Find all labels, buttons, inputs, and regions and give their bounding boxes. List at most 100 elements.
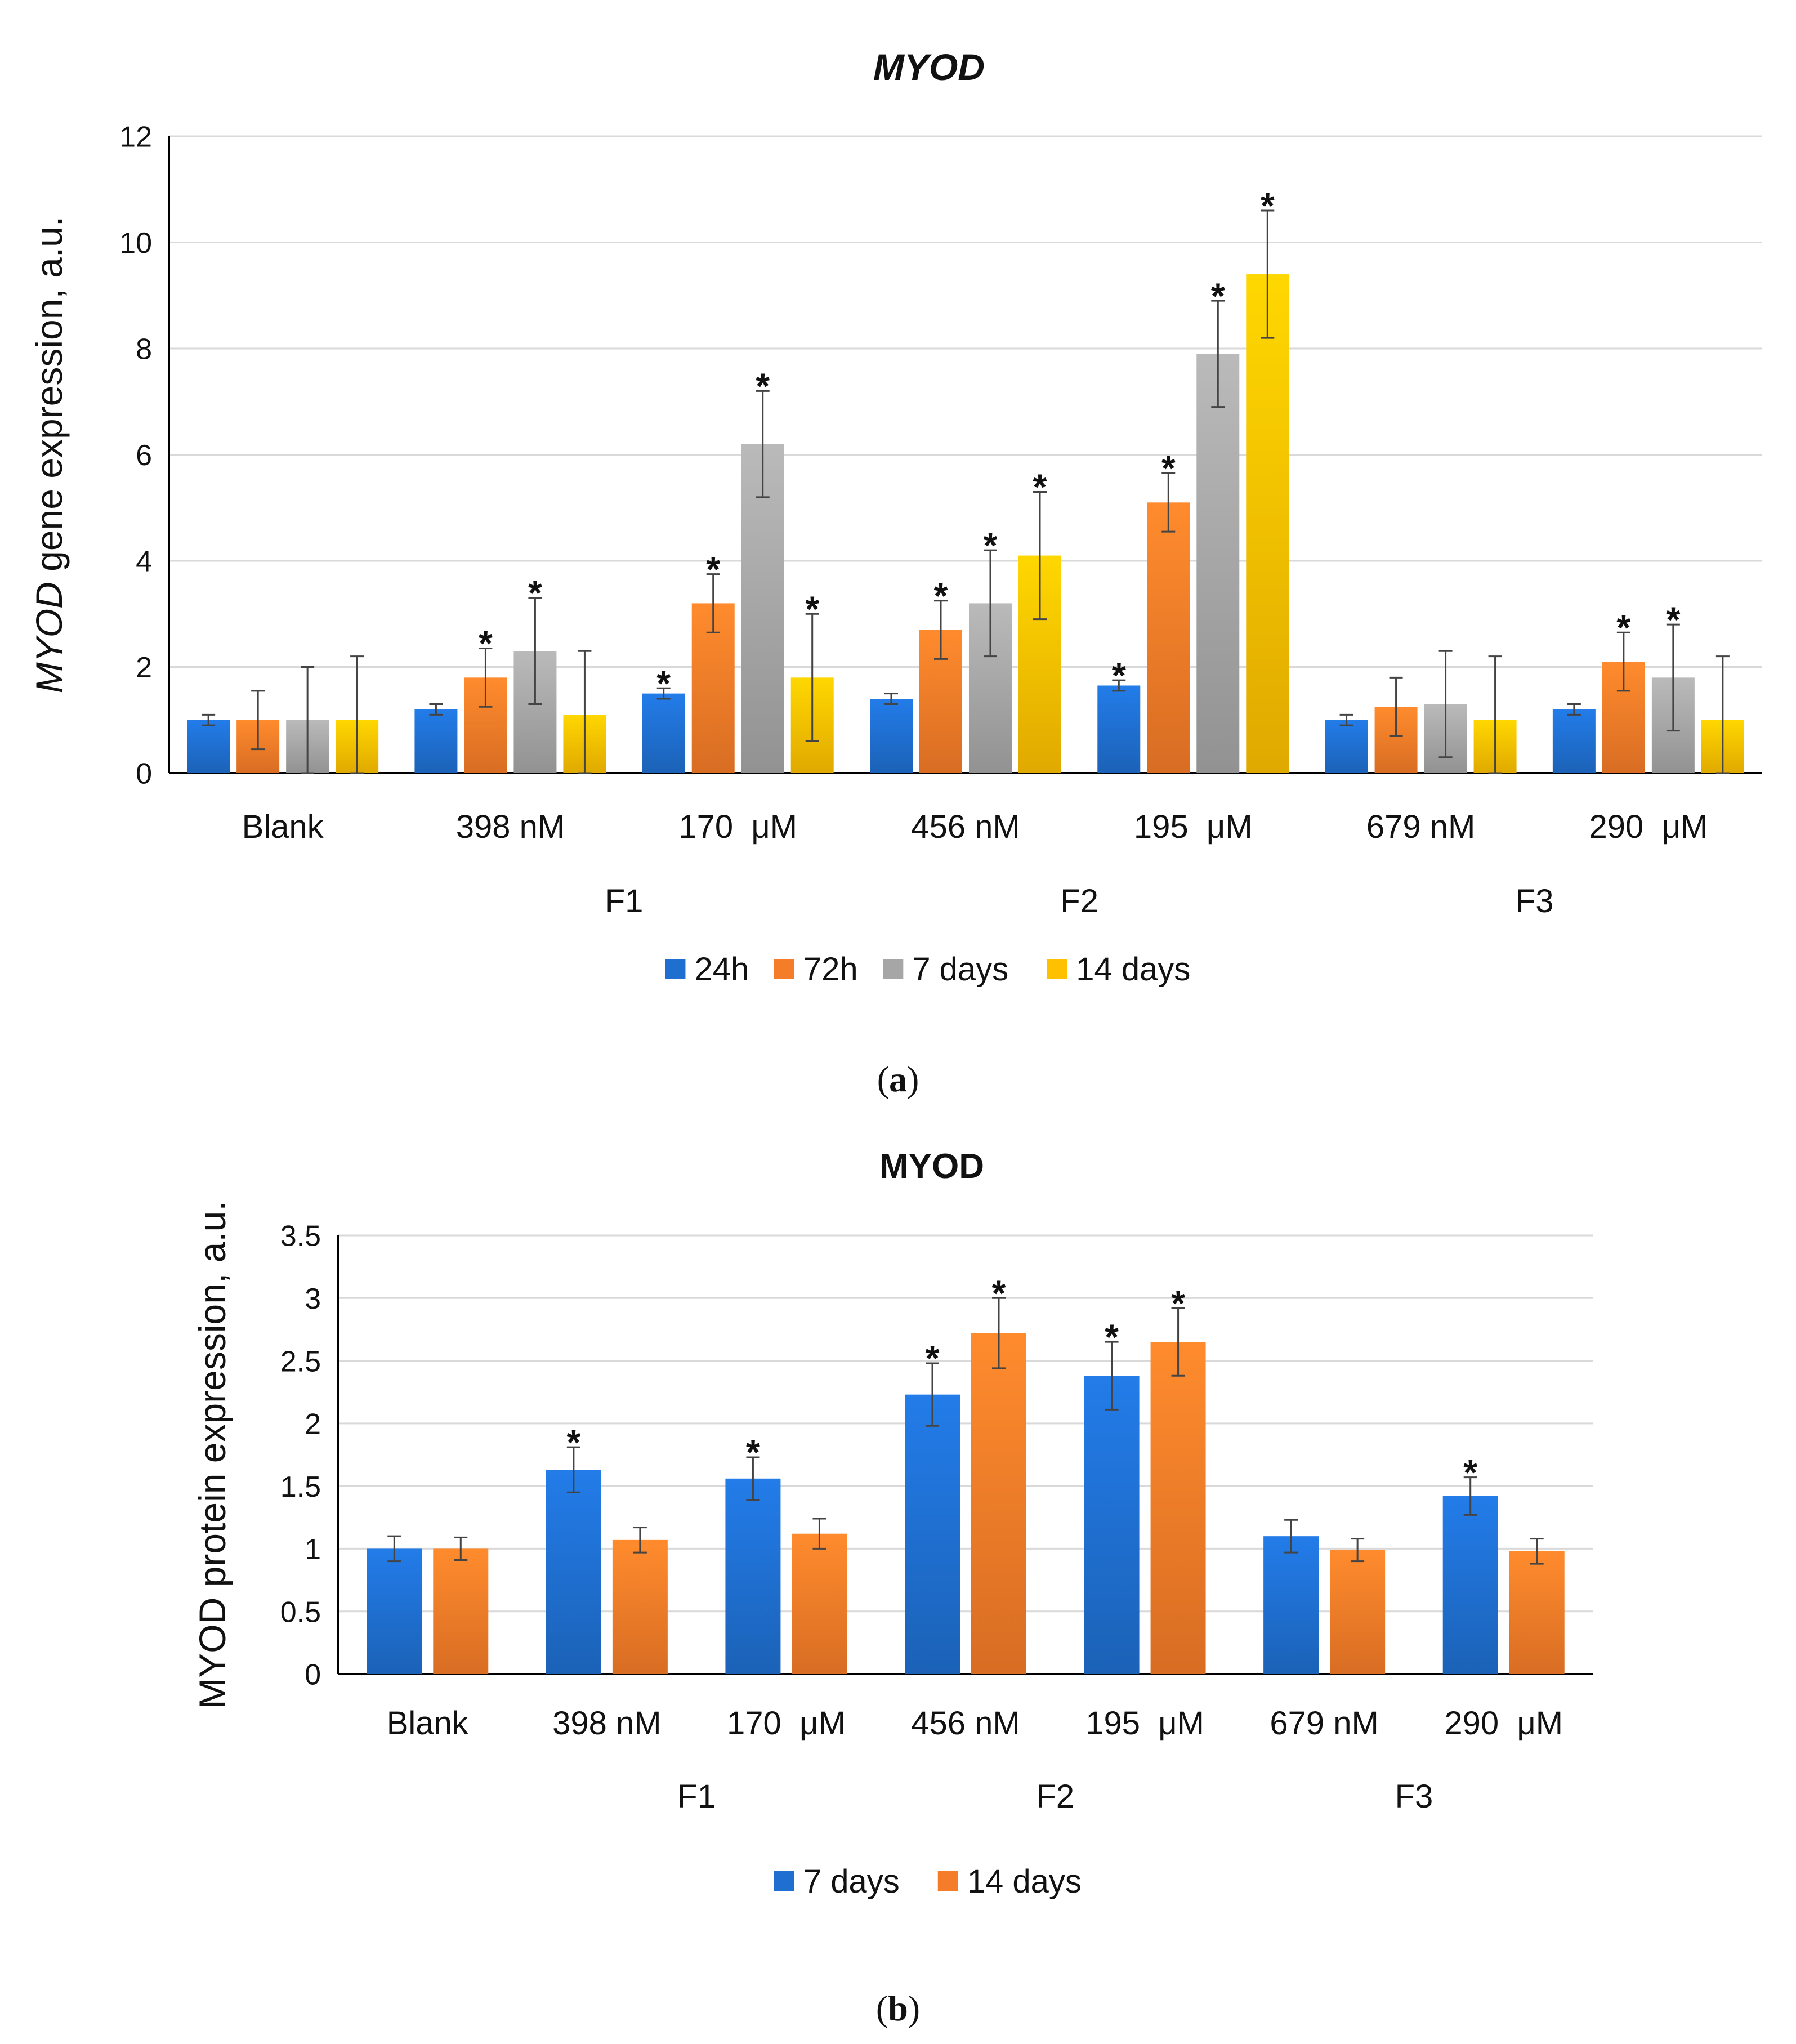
x-category-label: 679 nM: [1366, 809, 1475, 845]
significance-marker: *: [756, 366, 770, 407]
bar: [414, 709, 458, 773]
bar: [1552, 709, 1596, 773]
x-category-label: Blank: [242, 809, 324, 845]
x-category-label: 456 nM: [911, 809, 1020, 845]
bar: [905, 1394, 960, 1674]
significance-marker: *: [926, 1338, 940, 1378]
x-category-label: 290 μM: [1444, 1705, 1563, 1742]
y-tick-label: 2.5: [280, 1345, 321, 1378]
bar: [642, 693, 685, 773]
chart-a-svg: 0 2 4 6 8 10 12 Blank * * 398 nM * * * * 170 μM * * * 456 n…: [28, 46, 1762, 988]
legend-label: 14 days: [967, 1863, 1082, 1900]
significance-marker: *: [805, 588, 819, 629]
y-tick-label: 0: [305, 1659, 321, 1692]
x-category-label: 456 nM: [911, 1705, 1020, 1742]
bar: [1097, 685, 1141, 773]
x-category-label: Blank: [387, 1705, 469, 1742]
y-axis-label: MYOD gene expression, a.u.: [28, 216, 70, 693]
legend-swatch: [774, 1871, 794, 1891]
x-group-label: F2: [1060, 883, 1098, 920]
bar: [1442, 1496, 1498, 1674]
bar: [612, 1539, 668, 1674]
x-category-label: 170 μM: [727, 1705, 846, 1742]
bar: [1150, 1342, 1206, 1674]
significance-marker: *: [1161, 448, 1176, 489]
significance-marker: *: [1463, 1452, 1477, 1493]
bar: [792, 1533, 847, 1674]
bar: [741, 444, 784, 773]
legend-label: 24h: [694, 951, 749, 988]
bar: [1509, 1551, 1565, 1674]
significance-marker: *: [566, 1422, 580, 1462]
legend-label: 7 days: [912, 951, 1008, 988]
y-tick-label: 6: [136, 439, 152, 472]
x-group-label: F1: [605, 883, 644, 920]
bar: [1263, 1536, 1319, 1674]
y-tick-label: 0.5: [280, 1596, 321, 1628]
legend-swatch: [883, 959, 904, 979]
bar: [971, 1333, 1026, 1674]
y-tick-label: 3.5: [280, 1220, 321, 1253]
caption-b: (b): [875, 1988, 921, 2028]
y-tick-label: 8: [136, 333, 152, 366]
significance-marker: *: [984, 525, 998, 565]
significance-marker: *: [1171, 1283, 1185, 1323]
y-tick-label: 10: [119, 227, 152, 260]
chart-title: MYOD: [879, 1147, 984, 1186]
bar: [187, 720, 230, 773]
legend-swatch: [774, 959, 794, 979]
x-category-label: 170 μM: [678, 809, 797, 845]
y-axis-label-italic: MYOD: [28, 582, 70, 693]
significance-marker: *: [1666, 599, 1680, 640]
x-group-label: F3: [1516, 883, 1554, 920]
significance-marker: *: [1112, 655, 1126, 695]
chart-panel-a: 0 2 4 6 8 10 12 Blank * * 398 nM * * * * 170 μM * * * 456 n…: [28, 46, 1762, 988]
bar: [1084, 1376, 1140, 1674]
significance-marker: *: [1105, 1316, 1119, 1357]
x-category-label: 195 μM: [1134, 809, 1253, 845]
significance-marker: *: [479, 623, 493, 664]
y-tick-label: 12: [119, 121, 152, 154]
y-tick-label: 1.5: [280, 1471, 321, 1503]
bar: [1196, 354, 1240, 773]
bar: [1147, 502, 1190, 773]
significance-marker: *: [1261, 185, 1275, 226]
y-tick-label: 2: [305, 1408, 321, 1441]
y-axis-label: MYOD protein expression, a.u.: [191, 1200, 233, 1708]
bar: [1325, 720, 1368, 773]
x-group-label: F3: [1395, 1778, 1433, 1815]
significance-marker: *: [1033, 467, 1047, 507]
y-tick-label: 1: [305, 1533, 321, 1566]
legend-swatch: [665, 959, 686, 979]
y-tick-label: 0: [136, 758, 152, 791]
bar: [870, 699, 913, 773]
y-tick-label: 2: [136, 651, 152, 684]
chart-title: MYOD: [873, 46, 985, 88]
chart-panel-b: 0 0.5 1 1.5 2 2.5 3 3.5 Blank * 398 nM * 170 μM * * 456…: [0, 1104, 1796, 2044]
bar: [1246, 274, 1289, 773]
bar: [367, 1548, 422, 1674]
x-category-label: 398 nM: [552, 1705, 661, 1742]
x-category-label: 679 nM: [1270, 1705, 1378, 1742]
legend-swatch: [1047, 959, 1067, 979]
significance-marker: *: [528, 573, 542, 613]
bar: [725, 1478, 781, 1674]
significance-marker: *: [1211, 275, 1225, 316]
y-tick-label: 3: [305, 1283, 321, 1315]
x-group-label: F1: [677, 1778, 716, 1815]
bar: [546, 1470, 601, 1674]
significance-marker: *: [746, 1432, 760, 1472]
significance-marker: *: [656, 663, 671, 703]
x-category-label: 195 μM: [1085, 1705, 1204, 1742]
significance-marker: *: [992, 1273, 1006, 1313]
legend-label: 7 days: [803, 1863, 900, 1900]
x-group-label: F2: [1036, 1778, 1074, 1815]
bar: [1330, 1550, 1386, 1674]
y-axis-label-rest: gene expression, a.u.: [28, 216, 70, 582]
x-category-label: 398 nM: [456, 809, 565, 845]
significance-marker: *: [706, 549, 720, 590]
significance-marker: *: [1616, 607, 1630, 648]
bar: [433, 1548, 489, 1674]
caption-a-label: a: [889, 1059, 907, 1099]
chart-b-svg: 0 0.5 1 1.5 2 2.5 3 3.5 Blank * 398 nM * 170 μM * * 456…: [191, 1147, 1593, 1900]
